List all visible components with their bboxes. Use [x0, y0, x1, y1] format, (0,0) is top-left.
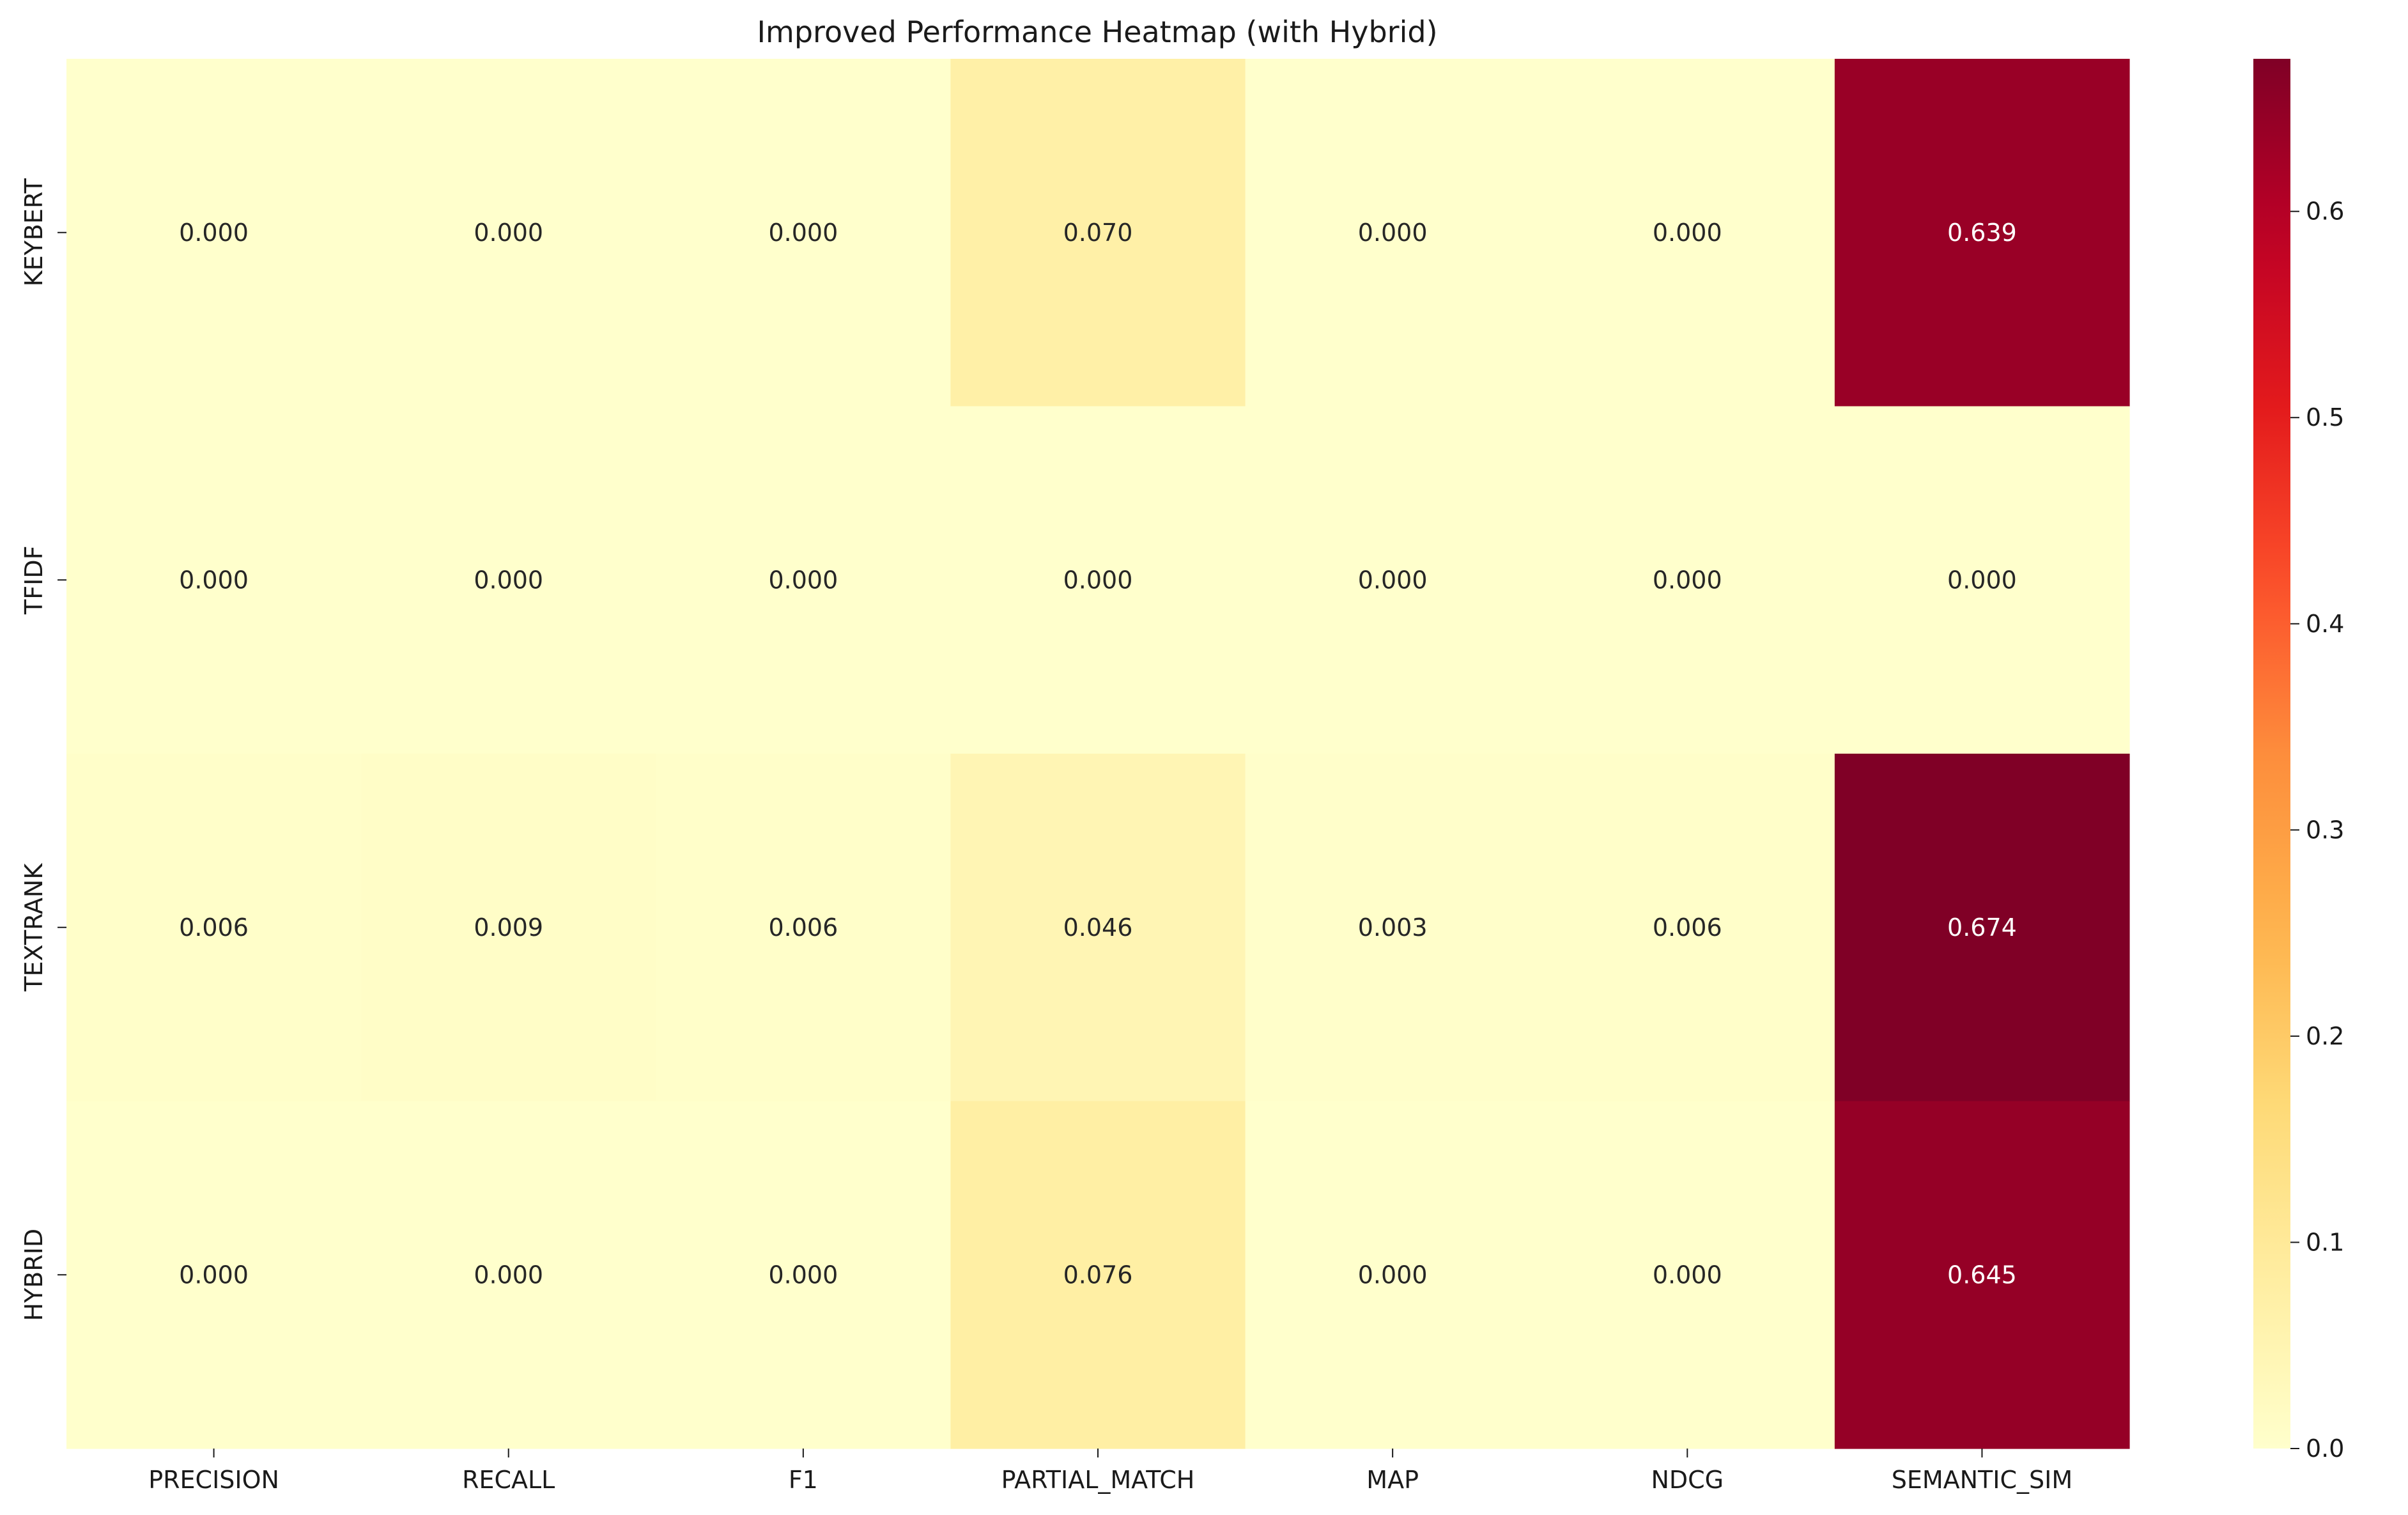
colorbar-gradient [2253, 59, 2290, 1449]
heatmap-cells: 0.000 0.000 0.000 0.070 0.000 0.000 0.639 0.000… [66, 59, 2130, 1449]
cell-value-label: 0.046 [1063, 913, 1133, 942]
cell-value-label: 0.000 [1653, 566, 1722, 594]
cell-value-label: 0.000 [474, 566, 543, 594]
heatmap-cell-tfidf-partial_match [950, 406, 1246, 754]
x-tick-label: PRECISION [148, 1466, 279, 1494]
heatmap-cell-keybert-semantic_sim [1834, 59, 2130, 407]
cell-value-label: 0.006 [768, 913, 838, 942]
cell-value-label: 0.000 [1653, 219, 1722, 247]
heatmap-cell-hybrid-f1 [656, 1101, 952, 1449]
colorbar-tick-label: 0.4 [2306, 610, 2344, 638]
cell-value-label: 0.070 [1063, 219, 1133, 247]
heatmap-cell-textrank-partial_match [950, 754, 1246, 1102]
cell-value-label: 0.003 [1358, 913, 1428, 942]
heatmap-cell-hybrid-map [1245, 1101, 1541, 1449]
cell-value-label: 0.076 [1063, 1261, 1133, 1289]
cell-value-label: 0.000 [474, 1261, 543, 1289]
heatmap-cell-textrank-precision [66, 754, 362, 1102]
heatmap-cell-keybert-partial_match [950, 59, 1246, 407]
heatmap-cell-keybert-ndcg [1540, 59, 1835, 407]
y-tick-label: TEXTRANK [20, 863, 48, 992]
heatmap-cell-tfidf-semantic_sim [1834, 406, 2130, 754]
heatmap-cell-tfidf-ndcg [1540, 406, 1835, 754]
heatmap-cell-keybert-precision [66, 59, 362, 407]
cell-value-label: 0.000 [1947, 566, 2017, 594]
cell-value-label: 0.000 [768, 1261, 838, 1289]
colorbar-tick-label: 0.1 [2306, 1228, 2344, 1256]
cell-value-label: 0.000 [1063, 566, 1133, 594]
heatmap-cell-hybrid-ndcg [1540, 1101, 1835, 1449]
heatmap-cell-keybert-recall [361, 59, 656, 407]
cell-value-label: 0.000 [1653, 1261, 1722, 1289]
cell-value-label: 0.000 [768, 219, 838, 247]
colorbar-tick-label: 0.0 [2306, 1434, 2344, 1463]
heatmap-cell-hybrid-precision [66, 1101, 362, 1449]
x-axis: PRECISION RECALL F1 PARTIAL_MATCH MAP NDCG SEM… [148, 1449, 2072, 1494]
heatmap-cell-textrank-f1 [656, 754, 952, 1102]
heatmap-cell-textrank-ndcg [1540, 754, 1835, 1102]
heatmap-cell-textrank-map [1245, 754, 1541, 1102]
cell-value-label: 0.006 [1653, 913, 1722, 942]
y-tick-label: KEYBERT [20, 178, 48, 286]
heatmap-cell-hybrid-semantic_sim [1834, 1101, 2130, 1449]
heatmap-cell-hybrid-recall [361, 1101, 656, 1449]
x-tick-label: RECALL [462, 1466, 555, 1494]
cell-value-label: 0.000 [474, 219, 543, 247]
y-axis: KEYBERT TFIDF TEXTRANK HYBRID [20, 178, 66, 1321]
colorbar: 0.0 0.1 0.2 0.3 0.4 0.5 0.6 [2253, 59, 2344, 1463]
cell-value-label: 0.006 [179, 913, 249, 942]
colorbar-tick-label: 0.3 [2306, 816, 2344, 844]
heatmap-cell-tfidf-map [1245, 406, 1541, 754]
heatmap-cell-keybert-map [1245, 59, 1541, 407]
x-tick-label: SEMANTIC_SIM [1892, 1466, 2072, 1494]
heatmap-cell-hybrid-partial_match [950, 1101, 1246, 1449]
cell-value-label: 0.674 [1947, 913, 2017, 942]
heatmap-cell-keybert-f1 [656, 59, 952, 407]
cell-value-label: 0.009 [474, 913, 543, 942]
colorbar-tick-label: 0.5 [2306, 403, 2344, 431]
heatmap-cell-tfidf-f1 [656, 406, 952, 754]
x-tick-label: NDCG [1651, 1466, 1724, 1494]
cell-value-label: 0.639 [1947, 219, 2017, 247]
colorbar-tick-label: 0.2 [2306, 1022, 2344, 1050]
x-tick-label: PARTIAL_MATCH [1001, 1466, 1195, 1494]
heatmap-cell-textrank-recall [361, 754, 656, 1102]
x-tick-label: F1 [789, 1466, 818, 1494]
heatmap-cell-tfidf-precision [66, 406, 362, 754]
heatmap-cell-textrank-semantic_sim [1834, 754, 2130, 1102]
x-tick-label: MAP [1366, 1466, 1419, 1494]
cell-value-label: 0.000 [179, 219, 249, 247]
cell-value-label: 0.000 [1358, 566, 1428, 594]
y-tick-label: HYBRID [20, 1229, 48, 1321]
chart-title: Improved Performance Heatmap (with Hybri… [757, 15, 1437, 49]
colorbar-tick-label: 0.6 [2306, 198, 2344, 226]
cell-value-label: 0.000 [1358, 1261, 1428, 1289]
y-tick-label: TFIDF [20, 546, 48, 615]
cell-value-label: 0.000 [179, 566, 249, 594]
cell-value-label: 0.000 [768, 566, 838, 594]
cell-value-label: 0.000 [179, 1261, 249, 1289]
heatmap-cell-tfidf-recall [361, 406, 656, 754]
cell-value-label: 0.000 [1358, 219, 1428, 247]
cell-value-label: 0.645 [1947, 1261, 2017, 1289]
